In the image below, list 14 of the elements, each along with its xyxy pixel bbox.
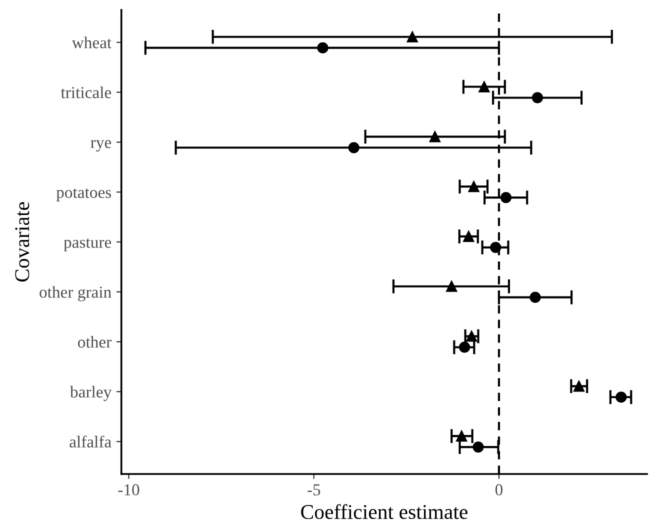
y-tick-label: other	[78, 336, 112, 348]
y-tick-label: rye	[90, 140, 112, 152]
x-axis-title: Coefficient estimate	[301, 504, 468, 520]
y-tick-label: other grain	[40, 286, 112, 302]
y-axis-title: Covariate	[15, 202, 30, 282]
x-tick-label: -5	[308, 484, 320, 496]
y-tick-label: triticale	[60, 86, 112, 98]
y-tick-label: pasture	[64, 238, 112, 252]
y-tick-label: barley	[70, 386, 112, 402]
x-tick-label: -10	[118, 484, 140, 496]
x-tick-label: 0	[495, 484, 503, 496]
y-tick-label: wheat	[72, 36, 112, 48]
y-tick-label: potatoes	[56, 188, 112, 202]
y-tick-label: alfalfa	[70, 436, 112, 448]
